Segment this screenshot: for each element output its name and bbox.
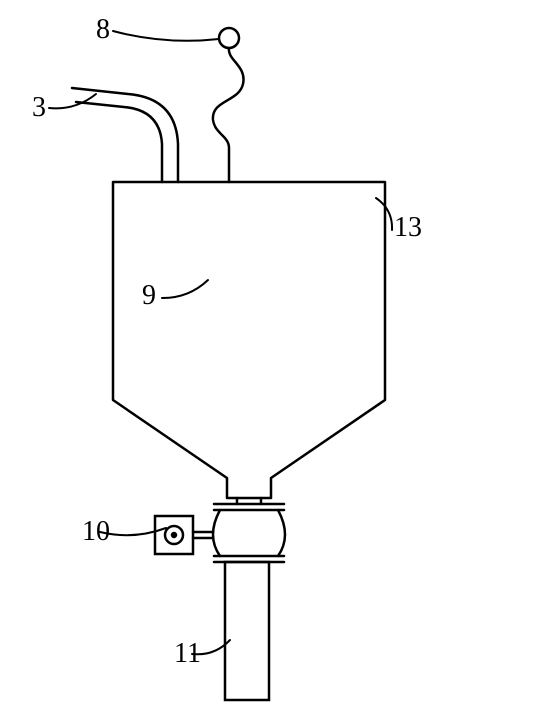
part-label-8: 8 (96, 14, 110, 46)
part-label-13: 13 (394, 212, 422, 244)
part-label-9: 9 (142, 280, 156, 312)
part-label-11: 11 (174, 638, 201, 670)
engineering-diagram (0, 0, 537, 724)
part-label-3: 3 (32, 92, 46, 124)
part-label-10: 10 (82, 516, 110, 548)
